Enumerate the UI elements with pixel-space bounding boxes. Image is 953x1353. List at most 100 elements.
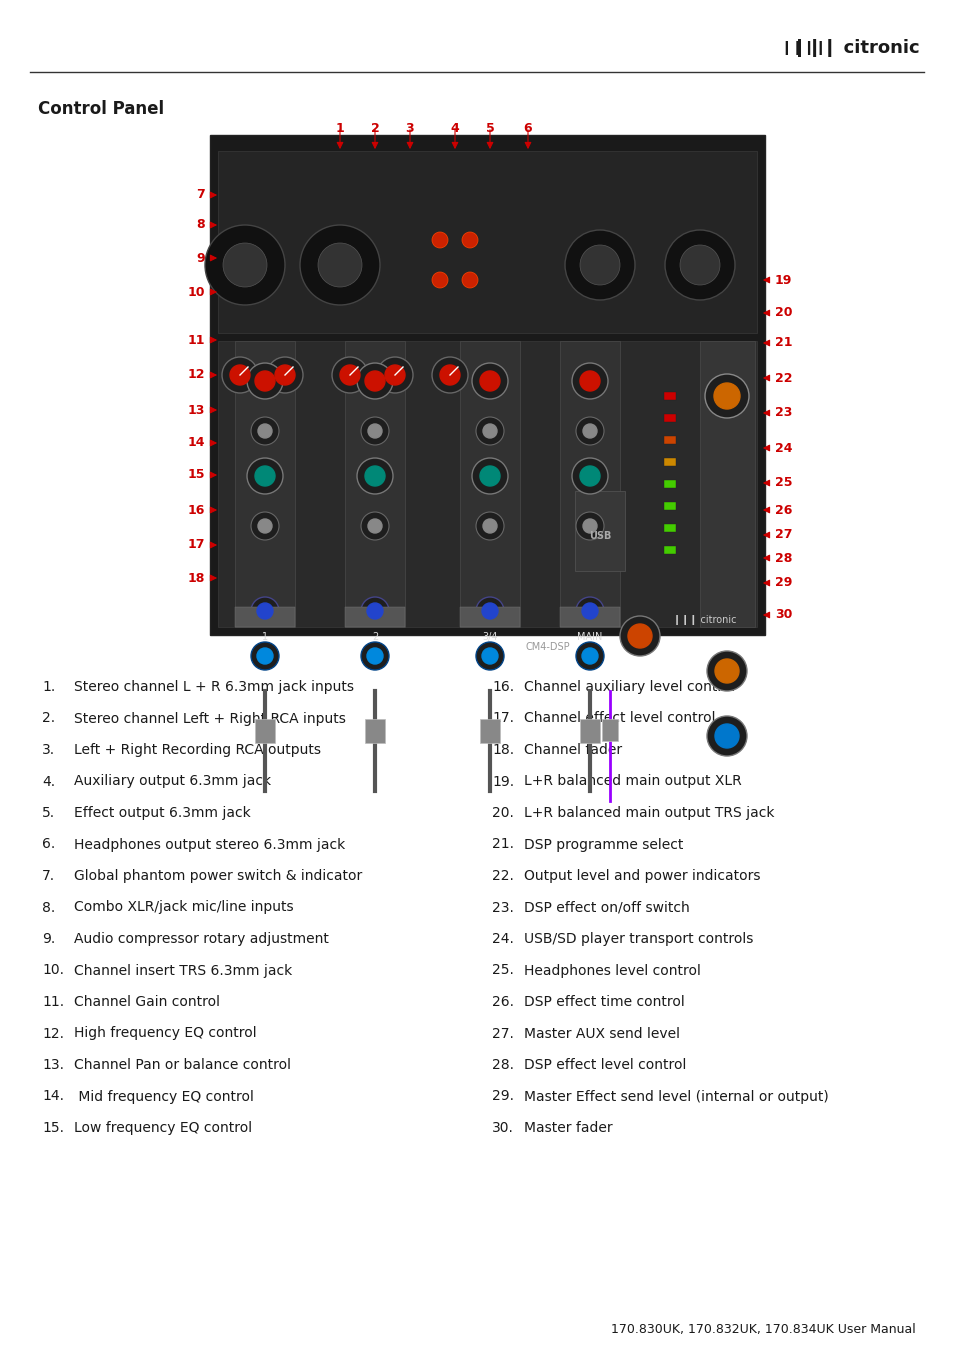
Text: Channel auxiliary level control: Channel auxiliary level control	[523, 681, 735, 694]
Text: ❙❙❙❙: ❙❙❙❙	[780, 41, 825, 55]
Text: 8.: 8.	[42, 901, 55, 915]
Circle shape	[619, 616, 659, 656]
Text: 23: 23	[774, 406, 792, 419]
Circle shape	[579, 465, 599, 486]
Circle shape	[432, 357, 468, 392]
Circle shape	[476, 597, 503, 625]
Bar	[459, 341, 519, 626]
Text: 16: 16	[188, 503, 205, 517]
Circle shape	[256, 603, 273, 620]
Text: L+R balanced main output TRS jack: L+R balanced main output TRS jack	[523, 806, 774, 820]
Text: Stereo channel Left + Right RCA inputs: Stereo channel Left + Right RCA inputs	[74, 712, 346, 725]
Bar	[663, 392, 676, 400]
Circle shape	[476, 643, 503, 670]
Text: 15: 15	[188, 468, 205, 482]
Circle shape	[714, 659, 739, 683]
Circle shape	[472, 363, 507, 399]
Circle shape	[247, 459, 283, 494]
Bar	[601, 718, 618, 741]
Circle shape	[299, 225, 379, 304]
Circle shape	[254, 371, 274, 391]
Circle shape	[704, 373, 748, 418]
Circle shape	[356, 459, 393, 494]
Text: 2.: 2.	[42, 712, 55, 725]
Circle shape	[367, 603, 382, 620]
Text: 2: 2	[370, 122, 379, 135]
Text: 2: 2	[372, 632, 377, 643]
Text: 14: 14	[188, 437, 205, 449]
Bar	[218, 152, 757, 333]
Text: 24.: 24.	[492, 932, 514, 946]
Text: Headphones output stereo 6.3mm jack: Headphones output stereo 6.3mm jack	[74, 838, 345, 851]
Circle shape	[267, 357, 303, 392]
Circle shape	[254, 465, 274, 486]
Circle shape	[205, 225, 285, 304]
Text: 13.: 13.	[42, 1058, 64, 1072]
Circle shape	[576, 597, 603, 625]
Text: 16.: 16.	[492, 681, 514, 694]
Text: 15.: 15.	[42, 1122, 64, 1135]
Text: 7: 7	[196, 188, 205, 202]
Circle shape	[247, 363, 283, 399]
Circle shape	[479, 465, 499, 486]
Text: Master fader: Master fader	[523, 1122, 612, 1135]
Text: 13: 13	[188, 403, 205, 417]
Text: 5: 5	[485, 122, 494, 135]
Bar	[575, 491, 624, 571]
Circle shape	[368, 520, 381, 533]
Circle shape	[679, 245, 720, 285]
Circle shape	[360, 597, 389, 625]
Text: 4: 4	[450, 122, 459, 135]
Text: 20.: 20.	[492, 806, 514, 820]
Text: Mid frequency EQ control: Mid frequency EQ control	[74, 1089, 253, 1104]
Bar	[234, 607, 294, 626]
Circle shape	[479, 371, 499, 391]
Text: 12: 12	[188, 368, 205, 382]
Circle shape	[356, 363, 393, 399]
Bar	[479, 718, 499, 743]
Text: 3/4: 3/4	[482, 632, 497, 643]
Circle shape	[627, 624, 651, 648]
Circle shape	[339, 365, 359, 386]
Text: 170.830UK, 170.832UK, 170.834UK User Manual: 170.830UK, 170.832UK, 170.834UK User Man…	[611, 1323, 915, 1337]
Text: 29: 29	[774, 576, 792, 590]
Circle shape	[576, 417, 603, 445]
Text: 11: 11	[188, 333, 205, 346]
Text: Master Effect send level (internal or output): Master Effect send level (internal or ou…	[523, 1089, 828, 1104]
Bar	[210, 135, 764, 635]
Text: 30.: 30.	[492, 1122, 514, 1135]
Bar	[663, 459, 676, 465]
Text: 6.: 6.	[42, 838, 55, 851]
Circle shape	[360, 511, 389, 540]
Circle shape	[714, 724, 739, 748]
Text: ❙❙❙ citronic: ❙❙❙ citronic	[673, 616, 736, 625]
Text: Low frequency EQ control: Low frequency EQ control	[74, 1122, 252, 1135]
Text: 19: 19	[774, 273, 792, 287]
Circle shape	[368, 423, 381, 438]
Circle shape	[360, 643, 389, 670]
Circle shape	[376, 357, 413, 392]
Text: Channel insert TRS 6.3mm jack: Channel insert TRS 6.3mm jack	[74, 963, 292, 977]
Text: DSP effect level control: DSP effect level control	[523, 1058, 685, 1072]
Text: 17.: 17.	[492, 712, 514, 725]
Circle shape	[439, 365, 459, 386]
Circle shape	[256, 648, 273, 664]
Circle shape	[365, 465, 385, 486]
Circle shape	[365, 371, 385, 391]
Text: DSP programme select: DSP programme select	[523, 838, 682, 851]
Text: Headphones level control: Headphones level control	[523, 963, 700, 977]
Text: 25: 25	[774, 476, 792, 490]
Circle shape	[472, 459, 507, 494]
Circle shape	[664, 230, 734, 300]
Circle shape	[251, 643, 278, 670]
Bar	[254, 718, 274, 743]
Text: 30: 30	[774, 609, 792, 621]
Circle shape	[481, 648, 497, 664]
Circle shape	[564, 230, 635, 300]
Text: 26: 26	[774, 503, 792, 517]
Circle shape	[579, 371, 599, 391]
Text: 9.: 9.	[42, 932, 55, 946]
Circle shape	[706, 651, 746, 691]
Text: Control Panel: Control Panel	[38, 100, 164, 118]
Bar	[345, 607, 405, 626]
